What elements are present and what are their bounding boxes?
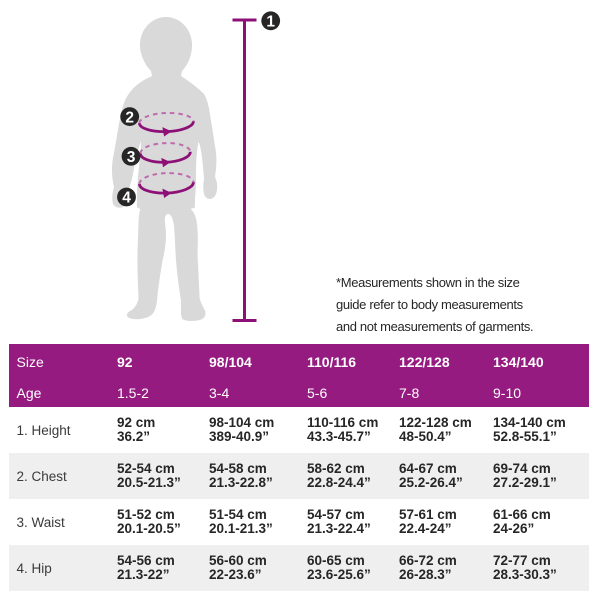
svg-text:3: 3 bbox=[127, 149, 136, 166]
svg-text:4: 4 bbox=[122, 190, 131, 207]
svg-text:2: 2 bbox=[125, 109, 134, 126]
svg-text:1: 1 bbox=[266, 14, 275, 31]
